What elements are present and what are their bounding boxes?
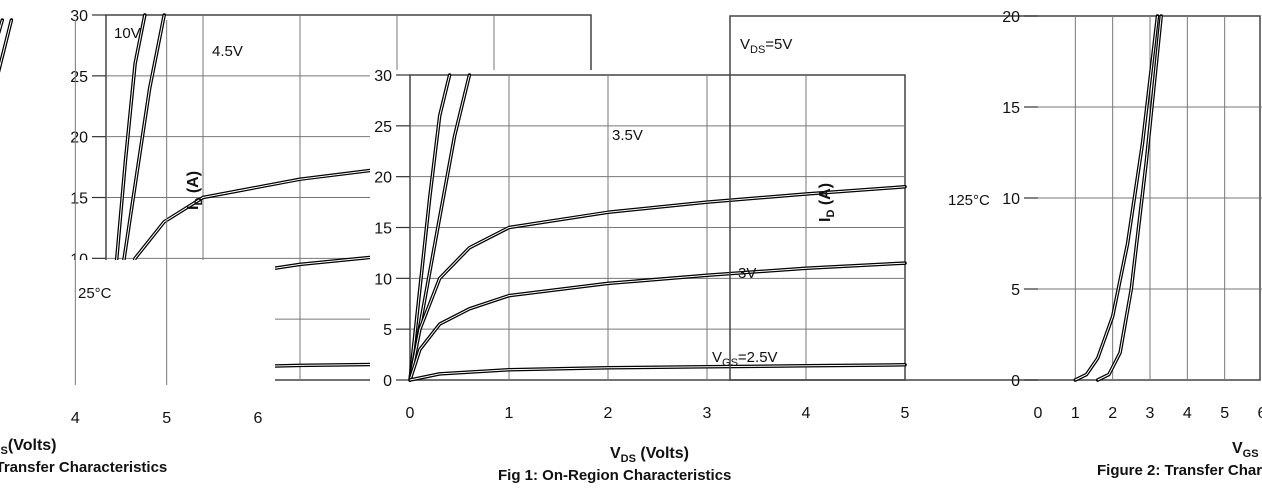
fig2-frag-xlabel-tail: (Volts)	[8, 437, 57, 454]
fig2-fragment-x-label: GS(Volts)	[0, 437, 57, 457]
fig2-series-highlight-1	[1097, 15, 1162, 381]
fig2b-x-tick-label: 6	[254, 410, 263, 427]
fig2-title: Figure 2: Transfer Characteristics	[1097, 462, 1262, 479]
fig2-x-axis-label: VGS	[1232, 440, 1259, 460]
fig2-y-tick-label: 0	[1011, 373, 1020, 390]
fig1-x-axis-label: VDS (Volts)	[610, 445, 689, 465]
fig1b-series-highlight-3	[409, 262, 906, 381]
fig1-y-tick-label: 25	[70, 69, 88, 86]
fig1b-x-tick-label: 5	[901, 405, 910, 422]
fig1-annotation-10v: 10V	[114, 25, 141, 42]
fig2-anno-vds-sub: DS	[750, 44, 765, 56]
fig1b-x-tick-label: 2	[604, 405, 613, 422]
fig2-frag-xlabel-sub: GS	[0, 445, 8, 457]
fig1b-x-tick-label: 4	[802, 405, 811, 422]
fig2-fragment-gridlines	[74, 20, 168, 385]
fig2-x-tick-label: 3	[1146, 405, 1155, 422]
fig1-ylabel-sub: D	[193, 198, 205, 206]
fig1-annotation-4-5v: 4.5V	[212, 43, 243, 60]
fig2-x-ticks: 0 1 2 3 4 5 6	[1034, 405, 1262, 422]
fig2-y-tick-label: 5	[1011, 282, 1020, 299]
fig1-anno-vgs-main: V	[712, 349, 722, 366]
fig1b-series-highlight-0	[409, 74, 451, 381]
fig2-xlabel-sub: GS	[1243, 448, 1259, 460]
fig1b-x-tick-label: 0	[406, 405, 415, 422]
fig1-annotation-3v: 3V	[738, 265, 756, 282]
fig1b-series-highlight-2	[409, 186, 906, 381]
fig1-ylabel-main: I	[185, 206, 202, 210]
fig1-y-tick-label: 15	[70, 191, 88, 208]
fig1-xlabel-sub: DS	[621, 453, 636, 465]
fig2-ylabel-sub: D	[825, 210, 837, 218]
fig1b-y-tick-label: 25	[374, 119, 392, 136]
fig2-x-tick-label: 5	[1220, 405, 1229, 422]
fig1-title: Fig 1: On-Region Characteristics	[498, 467, 731, 484]
fig2-fragment-x-ticks: 3456	[71, 410, 263, 427]
fig1-y-tick-label: 20	[70, 130, 88, 147]
fig1b-y-tick-label: 20	[374, 170, 392, 187]
fig2b-x-tick-label: 5	[162, 410, 171, 427]
fig2-series-group	[1073, 14, 1163, 382]
fig2-ylabel-tail: (A)	[817, 183, 834, 210]
fig2-x-tick-label: 6	[1258, 405, 1262, 422]
fig1b-y-tick-label: 15	[374, 221, 392, 238]
fig1b-series-highlight-4	[409, 364, 906, 381]
fig2-y-tick-label: 10	[1002, 191, 1020, 208]
fig2-xlabel-main: V	[1232, 440, 1243, 457]
fig2-anno-vds-val: =5V	[765, 36, 792, 53]
fig2-fragment-title: Figure 2: Transfer Characteristics	[0, 459, 167, 476]
fig2-x-tick-label: 1	[1071, 405, 1080, 422]
fig1b-x-tick-label: 1	[505, 405, 514, 422]
fig2-ylabel-main: I	[817, 218, 834, 222]
fig1-overlay-y-ticks: 0 5 10 15 20 25 30	[374, 68, 410, 390]
fig1b-y-tick-label: 0	[383, 373, 392, 390]
fig2-x-tick-label: 4	[1183, 405, 1192, 422]
fig2-x-tick-label: 2	[1108, 405, 1117, 422]
fig1-ylabel-tail: (A)	[185, 171, 202, 198]
fig2-fragment-white	[0, 260, 275, 390]
fig1b-y-tick-label: 30	[374, 68, 392, 85]
fig2b-x-tick-label: 4	[71, 410, 80, 427]
fig1-overlay-series-group	[408, 73, 907, 382]
fig1-annotation-3-5v: 3.5V	[612, 127, 643, 144]
fig1-y-axis-label: ID (A)	[185, 171, 205, 210]
fig2-y-tick-label: 20	[1002, 9, 1020, 26]
fig2-series-highlight-0	[1075, 15, 1158, 381]
fig2-annotation-vds: VDS=5V	[740, 36, 792, 56]
fig2-y-ticks: 0 5 10 15 20	[1002, 9, 1038, 390]
fig1-overlay-white	[370, 70, 790, 400]
fig1-y-tick-label: 30	[70, 8, 88, 25]
fig2-y-axis-label: ID (A)	[817, 183, 837, 222]
fig1-anno-vgs-val: =2.5V	[738, 349, 778, 366]
fig2-annotation-25c: 25°C	[78, 285, 112, 302]
fig2-x-tick-label: 0	[1034, 405, 1043, 422]
fig1-annotation-vgs: VGS=2.5V	[712, 349, 778, 369]
fig1b-x-tick-label: 3	[703, 405, 712, 422]
fig1b-y-tick-label: 5	[383, 322, 392, 339]
fig2-chart-fragment: 3456 25°C GS(Volts) Figure 2: Transfer C…	[0, 18, 275, 476]
fig1-xlabel-tail: (Volts)	[636, 445, 689, 462]
fig2-y-tick-label: 15	[1002, 100, 1020, 117]
fig1-overlay-x-ticks: 0 1 2 3 4 5	[406, 405, 910, 422]
fig2-annotation-125c: 125°C	[948, 192, 990, 209]
fig1-xlabel-main: V	[610, 445, 621, 462]
fig2-anno-vds-main: V	[740, 36, 750, 53]
fig1b-y-tick-label: 10	[374, 271, 392, 288]
